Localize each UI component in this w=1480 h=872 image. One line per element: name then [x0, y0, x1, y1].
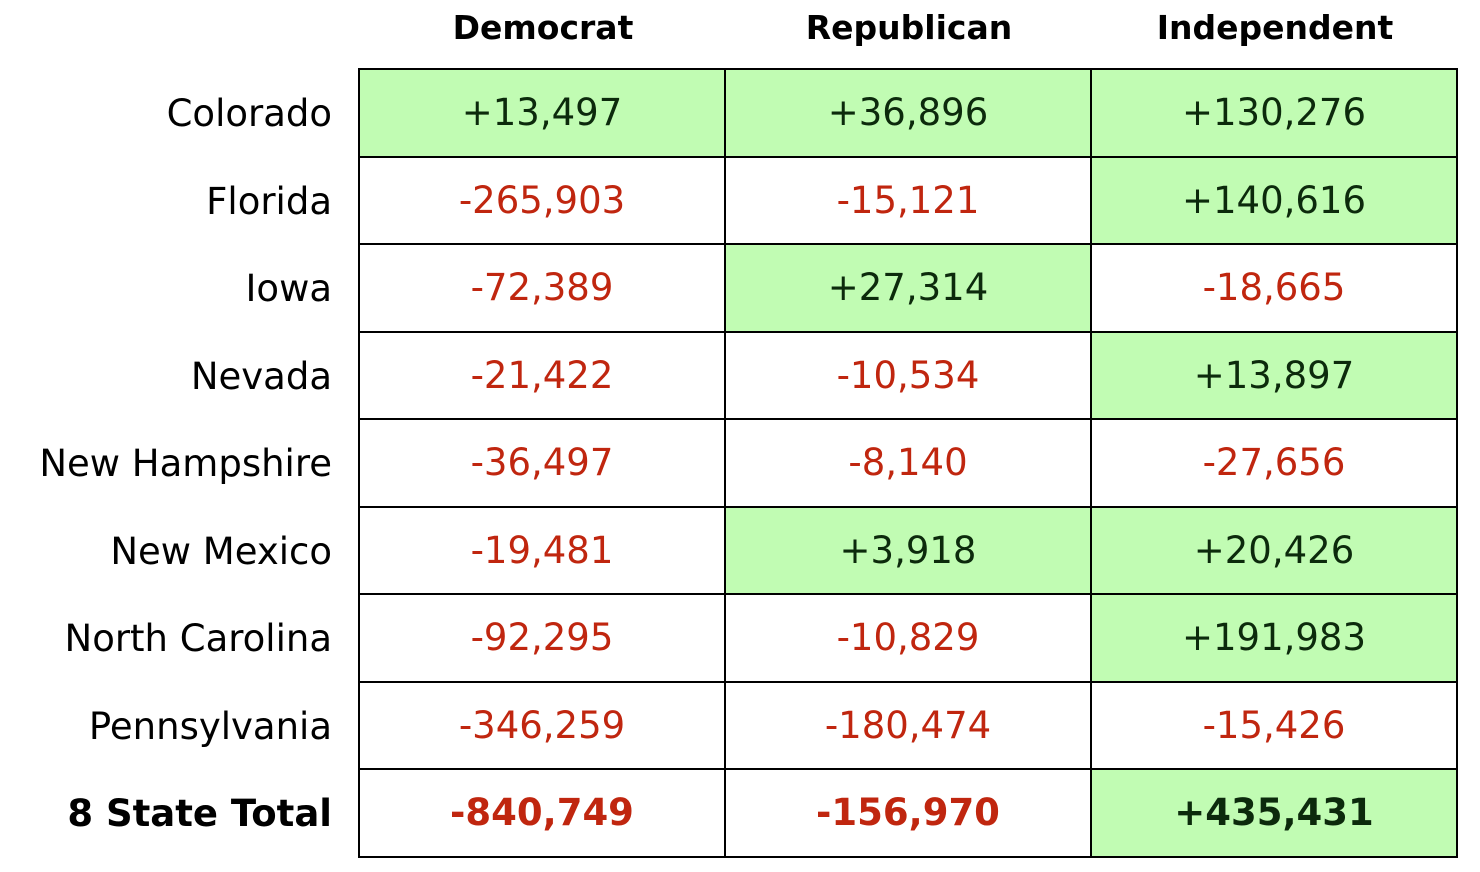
value-cell: -265,903: [360, 157, 726, 246]
row-label: Iowa: [245, 267, 332, 311]
value-cell: +140,616: [1092, 157, 1458, 246]
value-cell: -180,474: [726, 682, 1092, 771]
total-label: 8 State Total: [67, 792, 332, 836]
value-cell: +20,426: [1092, 507, 1458, 596]
value-cell: -36,497: [360, 420, 726, 508]
total-cell: -840,749: [360, 770, 726, 858]
value-cell: -27,656: [1092, 420, 1458, 508]
table-grid: +13,497 +36,896 +130,276 -265,903 -15,121 +14…: [358, 68, 1458, 858]
value-cell: +13,897: [1092, 332, 1458, 421]
row-label: Florida: [206, 179, 332, 223]
row-label: North Carolina: [64, 617, 332, 661]
value-cell: -19,481: [360, 507, 726, 596]
value-cell: -15,121: [726, 157, 1092, 246]
column-header: Independent: [1156, 8, 1394, 47]
value-cell: +27,314: [726, 245, 1092, 333]
value-cell: -15,426: [1092, 682, 1458, 771]
total-cell: +435,431: [1092, 770, 1458, 858]
row-label: Nevada: [190, 354, 332, 398]
value-cell: -10,829: [726, 595, 1092, 683]
value-cell: -10,534: [726, 332, 1092, 421]
row-label: Colorado: [166, 92, 332, 135]
total-cell: -156,970: [726, 770, 1092, 858]
value-cell: -72,389: [360, 245, 726, 333]
value-cell: -21,422: [360, 332, 726, 421]
value-cell: +13,497: [360, 70, 726, 158]
column-header: Democrat: [452, 8, 634, 47]
row-label: New Hampshire: [39, 442, 332, 486]
value-cell: -92,295: [360, 595, 726, 683]
column-header: Republican: [805, 8, 1013, 47]
value-cell: -8,140: [726, 420, 1092, 508]
value-cell: +130,276: [1092, 70, 1458, 158]
value-cell: +36,896: [726, 70, 1092, 158]
row-label: New Mexico: [110, 529, 332, 573]
value-cell: +191,983: [1092, 595, 1458, 683]
value-cell: +3,918: [726, 507, 1092, 596]
row-label: Pennsylvania: [88, 704, 332, 748]
value-cell: -18,665: [1092, 245, 1458, 333]
value-cell: -346,259: [360, 682, 726, 771]
